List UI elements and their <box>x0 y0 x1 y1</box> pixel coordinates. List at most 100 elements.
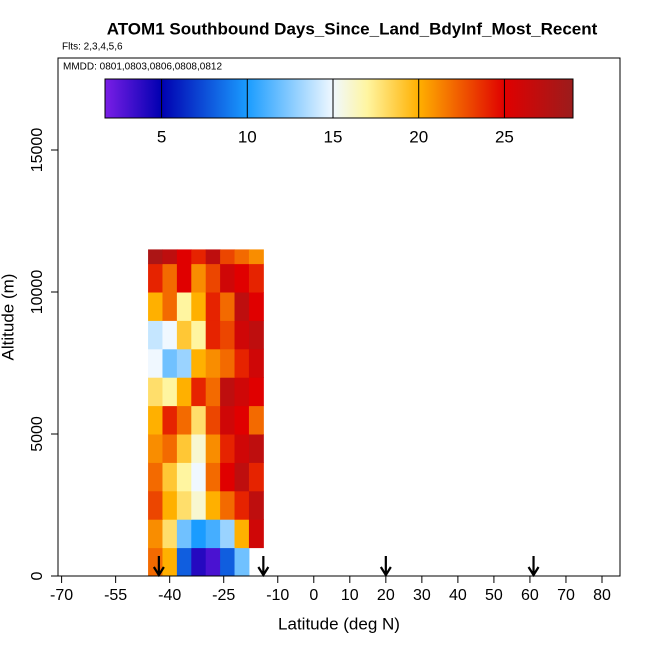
heat-cell <box>248 348 264 378</box>
heat-cell <box>220 462 236 492</box>
heat-cell <box>191 434 207 463</box>
heat-cell <box>176 462 192 492</box>
heat-cell <box>248 519 264 549</box>
heat-cell <box>162 519 178 549</box>
x-tick-label: 0 <box>309 587 318 604</box>
x-tick-label: -70 <box>50 587 73 604</box>
colorbar-tick-label: 10 <box>238 127 257 146</box>
heat-cell <box>148 292 163 321</box>
heat-cell <box>248 320 264 350</box>
heat-cell <box>220 547 236 577</box>
colorbar-tick-label: 5 <box>157 127 166 146</box>
y-tick-label: 0 <box>29 571 46 580</box>
heat-cell <box>162 377 178 407</box>
heat-cell <box>191 320 207 350</box>
heat-cell <box>162 405 178 435</box>
flight-arrow <box>257 556 270 578</box>
heat-cell <box>220 249 236 265</box>
heat-cell <box>176 320 192 350</box>
y-tick-label: 15000 <box>29 128 46 173</box>
heat-cell <box>191 462 207 492</box>
heat-cell <box>205 462 221 492</box>
x-tick-label: 70 <box>557 587 575 604</box>
subtitle: Flts: 2,3,4,5,6 <box>62 42 123 53</box>
heat-cell <box>205 292 221 321</box>
heat-cell <box>176 434 192 463</box>
heat-cell <box>234 462 250 492</box>
heat-cell <box>205 405 221 435</box>
heat-cell <box>234 519 250 549</box>
x-tick-label: 50 <box>485 587 503 604</box>
heat-cell <box>191 519 207 549</box>
heat-cell <box>234 263 250 293</box>
heat-cell <box>176 292 192 321</box>
heat-cell <box>162 348 178 378</box>
heat-cell <box>148 434 163 463</box>
heat-cell <box>148 405 163 435</box>
x-tick-label: 80 <box>593 587 611 604</box>
heat-cell <box>234 348 250 378</box>
x-tick-label: -55 <box>104 587 127 604</box>
heat-cell <box>234 434 250 463</box>
heat-cell <box>176 263 192 293</box>
heat-cell <box>148 348 163 378</box>
heat-cell <box>162 434 178 463</box>
heat-cell <box>234 490 250 520</box>
x-tick-label: 30 <box>413 587 431 604</box>
heat-cell <box>205 519 221 549</box>
heat-cell <box>162 320 178 350</box>
flight-arrow <box>379 556 392 578</box>
y-tick-label: 10000 <box>29 270 46 315</box>
heat-cell <box>248 490 264 520</box>
heat-cell <box>162 263 178 293</box>
heat-cell <box>191 263 207 293</box>
heat-cell <box>148 462 163 492</box>
flight-arrow <box>152 556 165 578</box>
x-tick-label: 60 <box>521 587 539 604</box>
heat-cell <box>234 249 250 265</box>
x-tick-label: -25 <box>212 587 235 604</box>
heat-cell <box>162 490 178 520</box>
heat-cell <box>176 405 192 435</box>
heat-cell <box>191 405 207 435</box>
heat-cell <box>220 490 236 520</box>
heat-cell <box>176 547 192 577</box>
x-tick-label: -10 <box>266 587 289 604</box>
heat-cell <box>176 249 192 265</box>
colorbar-tick-label: 20 <box>409 127 428 146</box>
heat-cell <box>234 320 250 350</box>
chart-title: ATOM1 Southbound Days_Since_Land_BdyInf_… <box>107 19 598 38</box>
heat-cell <box>248 377 264 407</box>
heat-cell <box>191 377 207 407</box>
heat-cell <box>248 249 264 265</box>
heat-cell <box>148 249 163 265</box>
y-tick-label: 5000 <box>29 416 46 452</box>
heat-cell <box>234 405 250 435</box>
heat-cell <box>148 320 163 350</box>
heat-cell <box>205 348 221 378</box>
heat-cell <box>148 377 163 407</box>
heat-cell <box>220 434 236 463</box>
heat-cell <box>248 434 264 463</box>
heat-cell <box>234 547 250 577</box>
heat-cell <box>176 519 192 549</box>
heat-cell <box>205 434 221 463</box>
heat-cell <box>205 263 221 293</box>
heat-cell <box>191 348 207 378</box>
x-tick-label: 10 <box>341 587 359 604</box>
heat-cell <box>220 292 236 321</box>
heat-cell <box>176 348 192 378</box>
heat-cell <box>248 292 264 321</box>
heat-cell <box>205 377 221 407</box>
flight-arrow <box>527 556 540 578</box>
heat-cell <box>191 249 207 265</box>
heat-cell <box>234 377 250 407</box>
heat-cell <box>205 490 221 520</box>
heat-cell <box>220 377 236 407</box>
heat-cell <box>162 292 178 321</box>
heat-cell <box>248 263 264 293</box>
heat-cell <box>148 519 163 549</box>
heat-cell <box>220 405 236 435</box>
y-axis-label: Altitude (m) <box>0 274 17 361</box>
